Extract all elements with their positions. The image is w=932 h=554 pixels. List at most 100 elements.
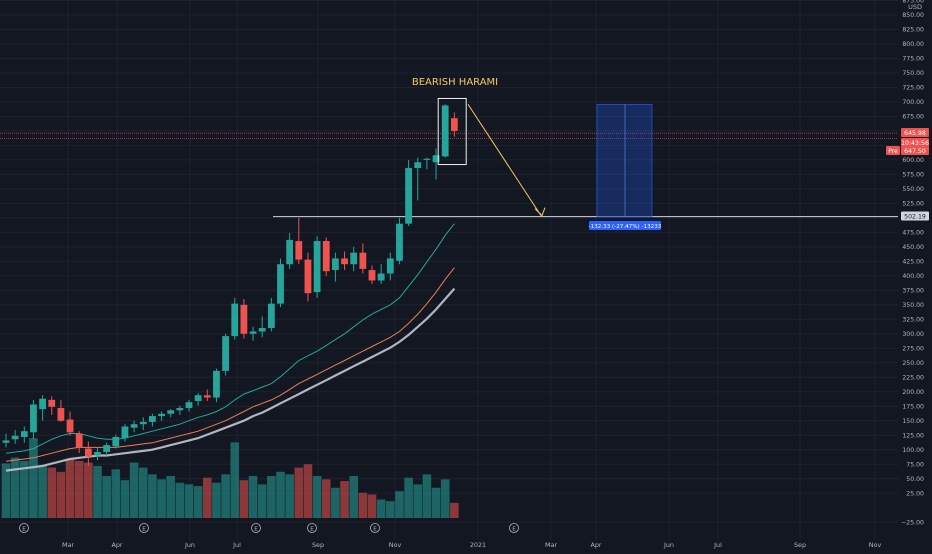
candle-body[interactable] [213, 370, 220, 398]
candle-body[interactable] [94, 452, 101, 456]
candle-body[interactable] [158, 413, 165, 417]
volume-bar [431, 487, 441, 518]
candle-body[interactable] [396, 223, 403, 261]
candle-body[interactable] [149, 416, 156, 422]
candle-body[interactable] [121, 426, 129, 439]
candle-body[interactable] [267, 303, 275, 328]
volume-bar [84, 462, 93, 518]
candle-body[interactable] [286, 239, 294, 265]
candle-body[interactable] [313, 241, 321, 293]
price-tick-label: 350.00 [902, 302, 924, 309]
candle-body[interactable] [185, 402, 193, 408]
candle-body[interactable] [167, 410, 175, 414]
candle-body[interactable] [20, 431, 28, 437]
candles[interactable] [2, 104, 458, 466]
candle-body[interactable] [39, 398, 46, 410]
candle-body[interactable] [103, 445, 111, 453]
candle-body[interactable] [322, 241, 330, 272]
candle-body[interactable] [112, 436, 120, 447]
earnings-event-marker[interactable]: E [370, 523, 380, 533]
harami-box [437, 97, 467, 166]
ma-mid-line [5, 267, 455, 462]
candle-body[interactable] [240, 304, 248, 334]
volume-bar [395, 491, 404, 518]
measure-rect[interactable] [596, 103, 653, 217]
countdown-text: 10:43:56 [901, 140, 929, 147]
candle-body[interactable] [368, 270, 376, 281]
candle-body[interactable] [176, 407, 184, 411]
time-axis[interactable]: Mar Apr Jun Jul Sep Nov 2021 Mar Apr Jun Jul Sep Nov [62, 541, 881, 549]
candle-body[interactable] [423, 158, 431, 160]
currency-label: USD [908, 3, 922, 11]
volume-bar [349, 476, 358, 518]
earnings-event-marker[interactable]: E [251, 523, 261, 533]
candle-body[interactable] [414, 162, 422, 169]
grid [0, 0, 898, 540]
volume-bar [386, 501, 395, 518]
event-label: E [254, 526, 258, 532]
candle-body[interactable] [405, 168, 412, 224]
volume-bar [422, 474, 432, 518]
candle-body[interactable] [350, 252, 358, 265]
measure-box[interactable] [596, 103, 653, 217]
candle-body[interactable] [231, 303, 239, 337]
candle-body[interactable] [386, 258, 394, 274]
ma-long-line [5, 287, 456, 472]
candle-body[interactable] [359, 252, 367, 269]
candle-body[interactable] [48, 399, 56, 407]
last-price-tag: 645.98 [901, 128, 929, 137]
earnings-event-marker[interactable]: E [19, 523, 29, 533]
candle-body[interactable] [441, 105, 449, 157]
earnings-event-marker[interactable]: E [139, 523, 149, 533]
candle-body[interactable] [277, 264, 284, 304]
volume-bar [93, 465, 102, 518]
volume-bar [294, 467, 304, 518]
price-tick-label: 275.00 [902, 345, 924, 352]
volume-bar [20, 460, 29, 518]
arrow-head [534, 207, 546, 217]
price-tick-label: 675.00 [902, 114, 924, 121]
candle-body[interactable] [249, 331, 257, 334]
candle-body[interactable] [11, 435, 19, 440]
volume-bar [166, 476, 175, 518]
candle-body[interactable] [432, 155, 440, 163]
candle-body[interactable] [2, 440, 10, 443]
earnings-event-marker[interactable]: E [307, 523, 317, 533]
premarket-price: 647.50 [904, 148, 926, 155]
candle-body[interactable] [222, 336, 229, 371]
price-tick-label: 200.00 [902, 389, 924, 396]
candle-body[interactable] [332, 258, 339, 271]
time-tick-label: Apr [590, 541, 601, 549]
candle-body[interactable] [194, 395, 202, 402]
time-tick-label: Jul [713, 541, 722, 549]
candle-body[interactable] [341, 258, 348, 265]
candle-body[interactable] [130, 424, 138, 428]
volume-bar [111, 469, 121, 518]
candle-body[interactable] [30, 404, 37, 433]
volume-bar [267, 476, 276, 518]
candle-body[interactable] [304, 259, 312, 294]
time-tick-label: Nov [869, 541, 882, 549]
candle-body[interactable] [377, 273, 385, 281]
volume-bar [10, 457, 20, 518]
volume-bar [404, 477, 413, 518]
candle-body[interactable] [75, 433, 83, 448]
volume-bar [212, 482, 221, 518]
candle-body[interactable] [139, 421, 147, 425]
earnings-event-marker[interactable]: E [509, 523, 519, 533]
candle-body[interactable] [295, 241, 303, 260]
candle-body[interactable] [57, 407, 65, 421]
premarket-label: Pre [888, 148, 898, 155]
volume-bar [312, 476, 322, 518]
candle-body[interactable] [203, 395, 211, 398]
time-tick-label: Apr [111, 541, 122, 549]
candle-body[interactable] [84, 448, 92, 457]
candle-body[interactable] [258, 327, 266, 332]
price-tick-label: 375.00 [902, 288, 924, 295]
candle-body[interactable] [66, 419, 74, 433]
candle-body[interactable] [450, 118, 458, 131]
time-tick-label: Jun [663, 541, 674, 549]
